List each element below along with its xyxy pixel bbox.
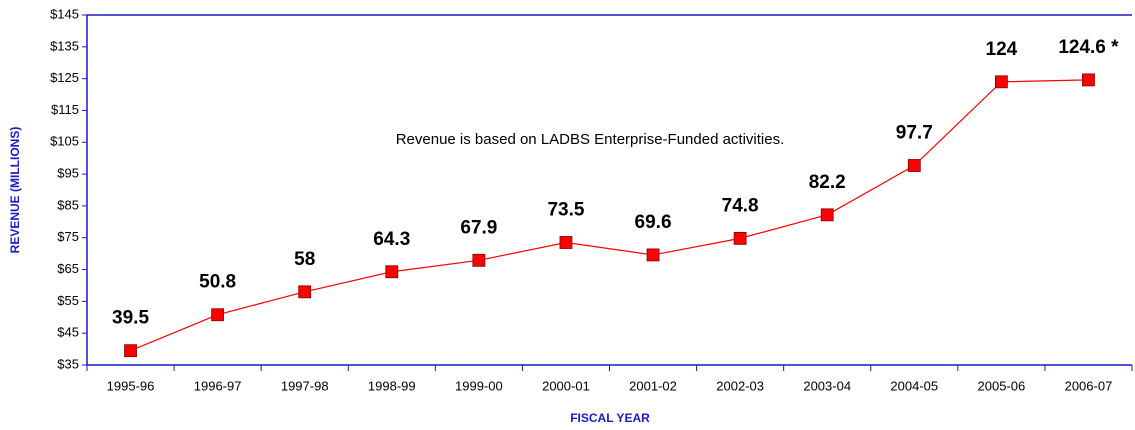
data-label: 64.3 bbox=[373, 229, 410, 250]
marker bbox=[559, 236, 573, 249]
marker bbox=[472, 253, 486, 267]
y-tick-label: $135 bbox=[50, 38, 79, 53]
y-tick-label: $145 bbox=[50, 6, 79, 21]
x-tick-label: 1997-98 bbox=[281, 378, 329, 393]
annotation: Revenue is based on LADBS Enterprise-Fun… bbox=[396, 131, 785, 148]
y-tick-label: $35 bbox=[57, 356, 79, 371]
marker bbox=[1082, 73, 1095, 87]
x-tick-label: 2004-05 bbox=[890, 378, 938, 393]
marker bbox=[646, 248, 660, 262]
x-tick-label: 1996-97 bbox=[194, 378, 242, 393]
y-tick-label: $45 bbox=[57, 325, 79, 340]
marker bbox=[385, 265, 399, 279]
y-tick-label: $115 bbox=[51, 102, 79, 117]
marker bbox=[211, 308, 225, 322]
x-tick-label: 2005-06 bbox=[978, 378, 1026, 393]
x-tick-label: 2003-04 bbox=[803, 378, 851, 393]
y-tick-label: $65 bbox=[57, 261, 79, 276]
y-tick-label: $105 bbox=[50, 134, 79, 149]
marker bbox=[733, 231, 747, 245]
marker bbox=[907, 159, 921, 172]
x-axis-title: FISCAL YEAR bbox=[570, 411, 650, 425]
data-label: 74.8 bbox=[722, 195, 759, 216]
y-tick-label: $125 bbox=[50, 70, 79, 85]
marker bbox=[820, 208, 834, 222]
data-label: 97.7 bbox=[896, 123, 933, 144]
x-tick-label: 2001-02 bbox=[629, 378, 677, 393]
data-label: 82.2 bbox=[809, 172, 846, 193]
x-tick-label: 1995-96 bbox=[107, 378, 155, 393]
data-label: 73.5 bbox=[547, 200, 584, 221]
marker bbox=[124, 344, 137, 358]
y-tick-label: $55 bbox=[57, 293, 79, 308]
y-tick-label: $95 bbox=[57, 166, 79, 181]
data-label: 124.6 * bbox=[1058, 37, 1119, 58]
data-label: 67.9 bbox=[460, 217, 497, 238]
x-tick-label: 1998-99 bbox=[368, 378, 416, 393]
x-tick-label: 2002-03 bbox=[716, 378, 764, 393]
data-label: 58 bbox=[294, 249, 315, 270]
data-label: 124 bbox=[986, 39, 1018, 60]
data-label: 39.5 bbox=[112, 308, 149, 329]
line bbox=[130, 79, 1089, 352]
data-label: 50.8 bbox=[199, 272, 236, 293]
y-tick-label: $75 bbox=[57, 229, 79, 244]
y-axis-title: REVENUE (MILLIONS) bbox=[8, 127, 22, 254]
x-tick-label: 2006-07 bbox=[1065, 378, 1113, 393]
y-tick-label: $85 bbox=[57, 197, 79, 212]
x-tick-label: 1999-00 bbox=[455, 378, 503, 393]
marker bbox=[298, 285, 312, 299]
data-label: 69.6 bbox=[635, 212, 672, 233]
x-tick-label: 2000-01 bbox=[542, 378, 590, 393]
marker bbox=[994, 75, 1008, 89]
